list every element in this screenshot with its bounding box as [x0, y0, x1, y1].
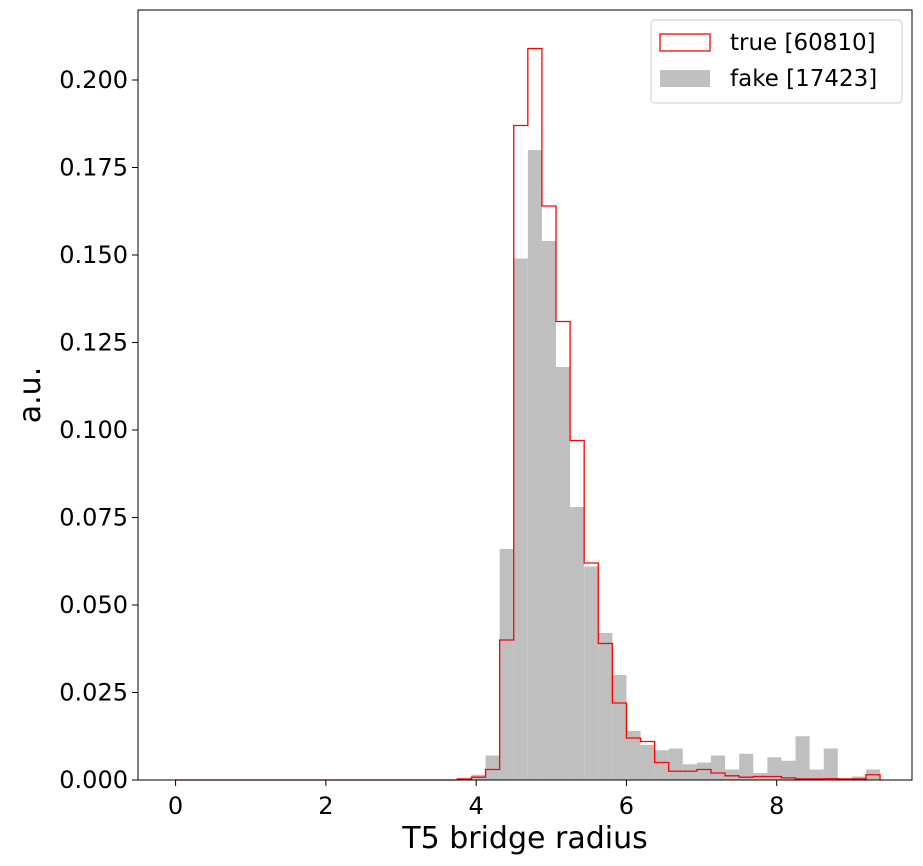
y-tick-label: 0.025: [59, 679, 128, 707]
histogram-bar: [499, 549, 514, 780]
histogram-bar: [823, 748, 838, 780]
histogram-bar: [584, 566, 599, 780]
legend: true [60810] fake [17423]: [650, 19, 903, 104]
histogram-bar: [570, 507, 585, 780]
histogram-bar: [725, 769, 740, 780]
x-tick-label: 4: [469, 792, 484, 820]
y-tick-label: 0.075: [59, 504, 128, 532]
y-tick-label: 0.000: [59, 766, 128, 794]
histogram-bar: [640, 745, 655, 780]
histogram-bar: [527, 150, 542, 780]
histogram-bar: [696, 762, 711, 780]
x-axis-label: T5 bridge radius: [401, 821, 647, 856]
x-tick-label: 6: [619, 792, 634, 820]
legend-label: fake [17423]: [730, 66, 877, 92]
legend-swatch-true: [659, 33, 711, 52]
x-tick-label: 2: [318, 792, 333, 820]
histogram-bar: [851, 776, 866, 780]
histogram-bar: [513, 258, 528, 780]
histogram-bar: [739, 753, 754, 780]
histogram-bar: [781, 760, 796, 780]
legend-swatch-fake: [660, 70, 710, 87]
histogram-bar: [809, 769, 824, 780]
axes: 0 2 4 6 8 0.000 0.025 0.050 0.075 0.100 0.125 0.150…: [59, 9, 913, 820]
histogram-bar: [541, 241, 556, 780]
plot-area: [175, 47, 881, 781]
histogram-bar: [795, 736, 810, 780]
histogram-bar: [598, 633, 613, 780]
y-axis-label: a.u.: [13, 367, 48, 423]
histogram-bar: [767, 757, 782, 780]
y-tick-label: 0.125: [59, 329, 128, 357]
y-tick-label: 0.200: [59, 66, 128, 94]
histogram-bar: [626, 731, 641, 780]
histogram-bar: [485, 755, 500, 780]
y-tick-label: 0.150: [59, 241, 128, 269]
histogram-bar: [612, 675, 627, 780]
histogram-bar: [710, 755, 726, 780]
histogram-bar: [682, 764, 697, 780]
y-tick-label: 0.100: [59, 416, 128, 444]
legend-label: true [60810]: [730, 30, 876, 56]
histogram-bar: [555, 367, 571, 780]
x-tick-label: 0: [168, 792, 183, 820]
histogram-bar: [668, 748, 683, 780]
y-tick-label: 0.175: [59, 154, 128, 182]
legend-box: [650, 19, 903, 104]
y-tick-label: 0.050: [59, 591, 128, 619]
axes-frame: [137, 9, 913, 781]
x-tick-label: 8: [769, 792, 784, 820]
histogram-bar: [654, 750, 669, 780]
